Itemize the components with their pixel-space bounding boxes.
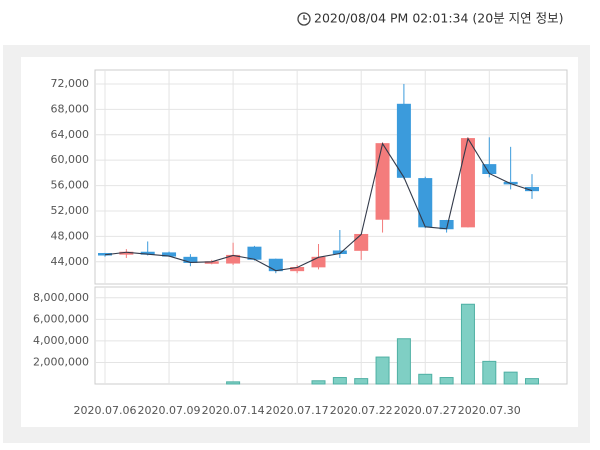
candle-body (396, 103, 411, 178)
x-tick-label: 2020.07.06 (74, 404, 137, 417)
clock-icon (297, 12, 311, 26)
y-tick-label: 64,000 (51, 128, 90, 141)
x-tick-label: 2020.07.14 (202, 404, 265, 417)
y-tick-label: 2,000,000 (33, 355, 89, 368)
y-tick-label: 4,000,000 (33, 334, 89, 347)
x-tick-label: 2020.07.22 (330, 404, 393, 417)
y-tick-label: 52,000 (51, 204, 90, 217)
y-tick-label: 48,000 (51, 229, 90, 242)
volume-bar (439, 377, 454, 385)
volume-bar (354, 378, 369, 385)
candle-body (354, 233, 369, 251)
volume-bar (332, 377, 347, 385)
y-tick-label: 6,000,000 (33, 312, 89, 325)
volume-bar (503, 371, 518, 385)
candle-body (247, 246, 262, 260)
close-line (104, 137, 533, 272)
y-tick-label: 60,000 (51, 153, 90, 166)
price-frame (94, 69, 568, 285)
volume-bar (418, 373, 433, 385)
y-tick-label: 68,000 (51, 102, 90, 115)
candle-body (268, 258, 283, 272)
volume-bar (226, 381, 241, 385)
timestamp: 2020/08/04 PM 02:01:34 (20분 지연 정보) (314, 11, 564, 26)
candle-body (460, 138, 475, 228)
volume-bar (482, 360, 497, 385)
x-tick-label: 2020.07.17 (266, 404, 329, 417)
volume-bar (375, 356, 390, 385)
x-tick-label: 2020.07.09 (138, 404, 201, 417)
volume-bar (396, 338, 411, 385)
x-tick-label: 2020.07.30 (458, 404, 521, 417)
volume-bar (311, 380, 326, 385)
candle-body (375, 143, 390, 220)
candle-body (311, 256, 326, 268)
y-tick-label: 44,000 (51, 255, 90, 268)
volume-bar (525, 378, 539, 385)
candle-body (418, 178, 433, 228)
y-tick-label: 56,000 (51, 179, 90, 192)
volume-bar (460, 303, 475, 385)
y-tick-label: 8,000,000 (33, 291, 89, 304)
candle-body (183, 256, 198, 263)
x-tick-label: 2020.07.27 (394, 404, 457, 417)
volume-frame (94, 286, 568, 385)
y-tick-label: 72,000 (51, 77, 90, 90)
